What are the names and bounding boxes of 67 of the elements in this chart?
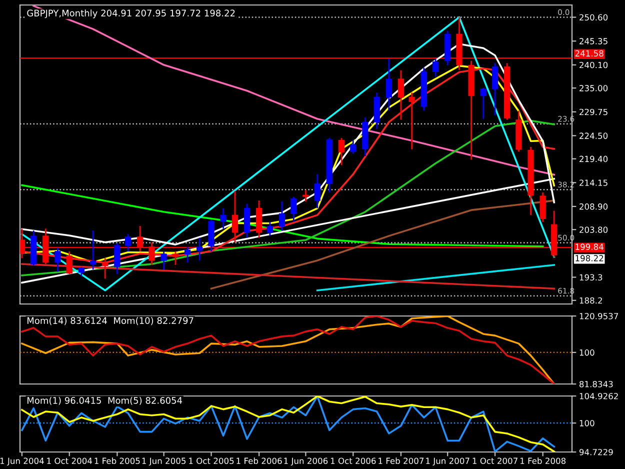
candlestick xyxy=(78,266,84,278)
x-tick-label: 1 Feb 2006 xyxy=(236,458,282,464)
y-tick-label: 229.75 xyxy=(580,108,608,116)
chart-title: GBPJPY,Monthly 204.91 207.95 197.72 198.22 xyxy=(27,9,235,18)
y-tick-label: 203.80 xyxy=(580,226,608,233)
line-series xyxy=(21,184,544,248)
candlestick xyxy=(302,189,309,202)
candlestick xyxy=(102,257,108,280)
candlestick xyxy=(492,62,498,116)
y-tick-label: 193.3 xyxy=(580,274,602,281)
y-tick-label: 240.10 xyxy=(580,62,608,68)
candlestick xyxy=(314,174,320,209)
y-tick-label: 100 xyxy=(580,349,594,356)
candlestick xyxy=(172,250,179,266)
candlestick xyxy=(196,237,203,262)
candlestick xyxy=(90,230,96,270)
ref-line-label: 241.58 xyxy=(575,50,604,57)
x-tick-label: 1 Oct 2006 xyxy=(330,458,376,464)
ref-line-label: 199.84 xyxy=(576,244,604,250)
candlestick xyxy=(408,92,415,150)
candlestick xyxy=(266,221,274,236)
candlestick xyxy=(232,190,238,243)
y-tick-label: 100 xyxy=(580,420,594,426)
candlestick xyxy=(54,247,61,272)
y-tick-label: 214.15 xyxy=(580,180,608,186)
candlestick xyxy=(290,196,297,223)
candlestick xyxy=(432,58,439,78)
x-tick-label: 1 Oct 2007 xyxy=(472,458,518,464)
y-tick-label: 81.8343 xyxy=(580,380,613,388)
candlestick xyxy=(220,208,226,230)
x-tick-label: 1 Oct 2005 xyxy=(189,458,234,464)
candlestick xyxy=(278,200,286,232)
candlestick xyxy=(480,87,486,120)
x-tick-label: 1 Feb 2007 xyxy=(378,458,424,464)
candlestick xyxy=(386,58,392,112)
x-tick-label: 1 Feb 2005 xyxy=(94,458,140,464)
candlestick xyxy=(338,137,345,166)
candlestick xyxy=(160,250,167,270)
y-tick-label: 188.2 xyxy=(580,297,602,304)
y-tick-label: 245.35 xyxy=(580,38,608,44)
candlestick xyxy=(398,70,404,120)
candlestick xyxy=(184,246,191,264)
candlestick xyxy=(124,233,132,252)
chart-title: Mom(1) 96.0415 Mom(5) 82.6054 xyxy=(28,396,182,405)
candlestick xyxy=(114,242,120,275)
x-tick-label: 1 Feb 2008 xyxy=(520,458,566,464)
y-tick-label: 94.7229 xyxy=(579,448,613,456)
line-series xyxy=(210,200,556,290)
chart-title: Mom(14) 83.6124 Mom(10) 82.2797 xyxy=(28,317,194,326)
y-tick-label: 219.40 xyxy=(580,156,608,162)
annotation: 198.22 xyxy=(576,255,604,262)
x-tick-label: 1 Jun 2006 xyxy=(284,458,328,466)
y-tick-label: 235.00 xyxy=(580,85,608,92)
line-series xyxy=(21,120,556,276)
y-tick-label: 250.60 xyxy=(580,14,608,21)
y-tick-label: 208.90 xyxy=(580,203,608,210)
y-tick-label: 120.9537 xyxy=(580,312,618,320)
y-tick-label: 104.9262 xyxy=(580,392,618,400)
candlestick xyxy=(350,140,356,155)
x-tick-label: 1 Oct 2004 xyxy=(47,458,92,464)
candlestick xyxy=(540,192,546,223)
x-tick-label: 1 Jun 2007 xyxy=(426,458,470,466)
x-tick-label: 1 Jun 2004 xyxy=(0,458,44,466)
line-series xyxy=(21,316,556,384)
x-tick-label: 1 Jun 2005 xyxy=(142,458,186,466)
candlestick xyxy=(66,250,72,275)
y-tick-label: 224.50 xyxy=(580,132,608,139)
